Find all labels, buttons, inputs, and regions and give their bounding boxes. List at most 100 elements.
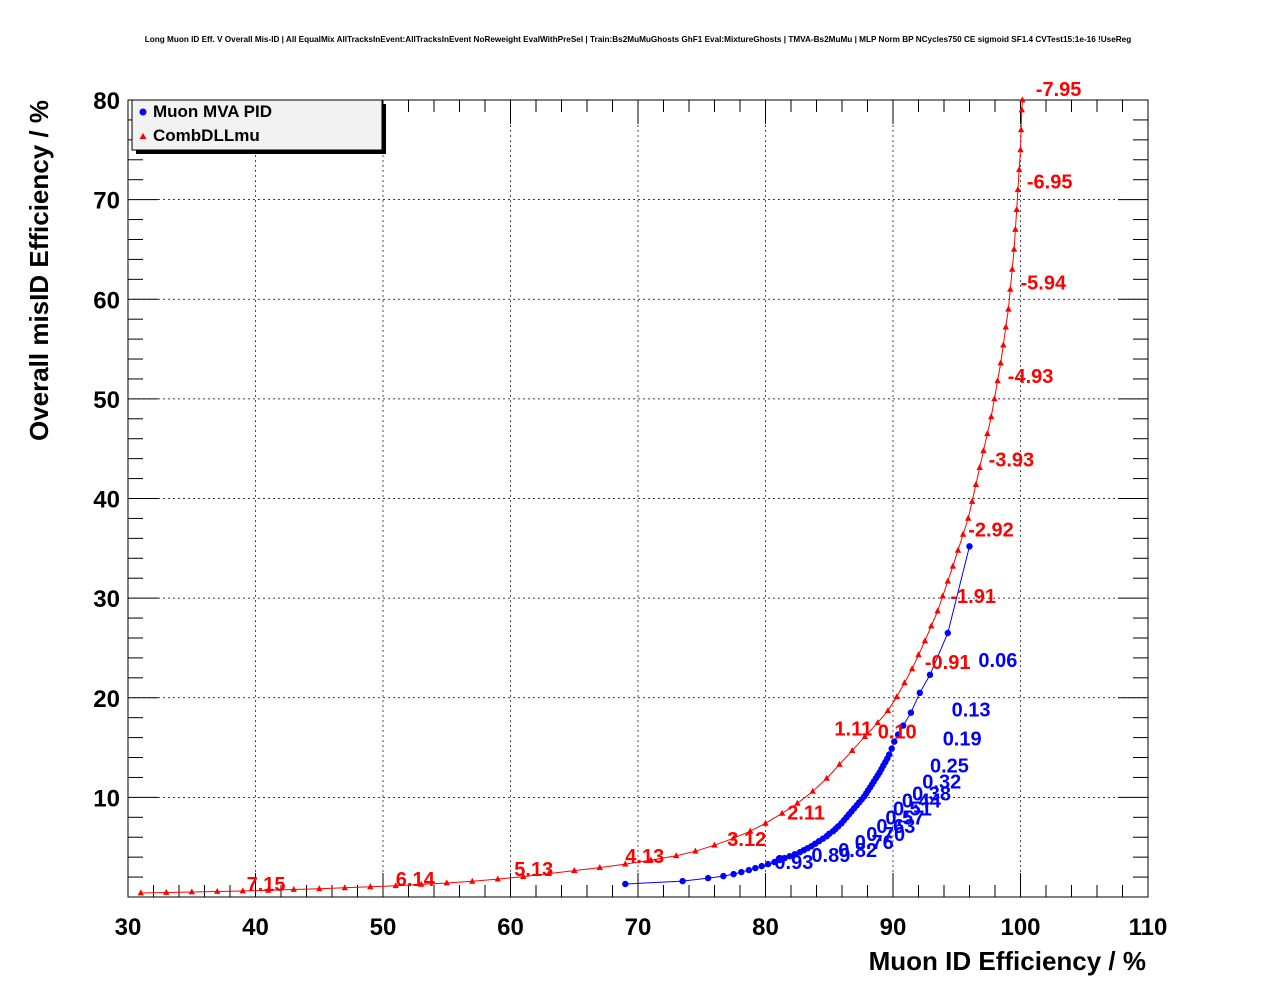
data-point <box>939 592 946 599</box>
data-label: 0.82 <box>838 840 877 862</box>
data-label: 0.76 <box>855 832 894 854</box>
x-tick-label: 40 <box>242 914 269 941</box>
data-point <box>984 430 991 437</box>
data-point <box>752 864 759 872</box>
data-point <box>891 738 898 745</box>
data-point <box>915 651 922 658</box>
y-tick-label: 50 <box>93 387 120 414</box>
x-tick-label: 30 <box>115 914 142 941</box>
data-point <box>980 447 987 454</box>
data-point <box>647 856 654 863</box>
legend-marker-dll <box>139 133 147 139</box>
y-tick-label: 80 <box>93 88 120 115</box>
data-point <box>901 679 908 686</box>
data-label: 0.10 <box>878 722 917 744</box>
legend-label-mva: Muon MVA PID <box>153 102 272 121</box>
data-point <box>673 852 680 859</box>
data-point <box>367 883 374 890</box>
series-layer <box>137 96 1026 896</box>
data-point <box>954 546 962 553</box>
x-tick-label: 90 <box>880 914 907 941</box>
data-point <box>1009 265 1016 272</box>
data-point <box>944 629 951 637</box>
data-point <box>884 707 892 714</box>
data-point <box>991 395 998 402</box>
data-point <box>1007 285 1014 292</box>
data-label: 0.32 <box>922 771 961 793</box>
x-tick-label: 80 <box>752 914 779 941</box>
series-line-0 <box>625 546 970 885</box>
data-point <box>214 887 221 894</box>
data-point <box>1016 166 1023 173</box>
data-point <box>965 514 972 521</box>
data-point <box>596 864 603 870</box>
data-point <box>976 464 983 470</box>
data-label: -2.92 <box>968 519 1014 541</box>
data-point <box>679 877 686 885</box>
data-point <box>1017 146 1024 153</box>
x-axis-label: Muon ID Efficiency / % <box>869 946 1146 976</box>
data-point <box>1014 186 1022 193</box>
data-point <box>893 693 900 700</box>
data-point <box>163 888 170 895</box>
data-point <box>545 870 552 876</box>
data-point <box>771 858 778 866</box>
data-point <box>418 880 425 887</box>
data-label: 5.13 <box>514 859 553 881</box>
data-point <box>894 731 902 738</box>
data-point <box>745 866 753 874</box>
y-tick-label: 20 <box>93 686 120 713</box>
data-point <box>781 854 788 862</box>
data-point <box>720 872 727 880</box>
data-point <box>908 665 916 672</box>
data-point <box>494 875 501 882</box>
data-point <box>290 885 297 892</box>
data-point <box>137 889 144 896</box>
data-point <box>1018 106 1025 113</box>
data-point <box>921 637 929 644</box>
data-point <box>916 689 923 696</box>
data-point <box>738 868 745 876</box>
data-point <box>1012 225 1019 232</box>
y-tick-label: 60 <box>93 287 120 314</box>
data-point <box>1019 96 1026 103</box>
data-point <box>730 834 737 841</box>
data-label: 2.11 <box>787 802 825 824</box>
y-tick-label: 40 <box>93 487 120 514</box>
data-label: 0.93 <box>774 852 813 874</box>
data-point <box>900 722 907 729</box>
x-tick-labels: 30 40 50 60 70 80 90 100 110 <box>115 914 1168 941</box>
data-label: 0.06 <box>978 650 1017 672</box>
x-tick-label: 70 <box>625 914 652 941</box>
data-label: -5.94 <box>1021 272 1067 294</box>
data-point <box>392 882 399 889</box>
x-tick-label: 100 <box>1000 914 1040 941</box>
data-point <box>994 377 1001 384</box>
chart-title: Long Muon ID Eff. V Overall Mis-ID | All… <box>145 35 1132 44</box>
data-point <box>265 886 272 893</box>
data-point <box>997 359 1004 366</box>
data-point <box>972 481 980 487</box>
data-point <box>1010 245 1018 252</box>
data-label: 0.51 <box>893 798 932 820</box>
data-point <box>776 856 783 864</box>
data-point <box>692 847 699 854</box>
data-label: 0.19 <box>943 729 982 751</box>
data-point <box>704 874 712 882</box>
data-point <box>794 799 801 806</box>
x-tick-label: 50 <box>370 914 397 941</box>
data-label: 0.57 <box>885 807 924 829</box>
data-point <box>861 733 869 739</box>
y-axis-label: Overall misID Efficiency / % <box>24 100 54 441</box>
x-tick-label: 60 <box>497 914 524 941</box>
data-point <box>959 530 967 537</box>
y-tick-label: 10 <box>93 785 120 812</box>
data-label: 0.38 <box>912 783 951 805</box>
data-point <box>988 413 995 420</box>
data-label: 7.15 <box>247 874 286 896</box>
data-point <box>747 827 754 834</box>
data-point <box>758 862 765 870</box>
data-point <box>341 884 348 891</box>
y-tick-label: 70 <box>93 188 120 215</box>
data-point <box>836 760 843 767</box>
